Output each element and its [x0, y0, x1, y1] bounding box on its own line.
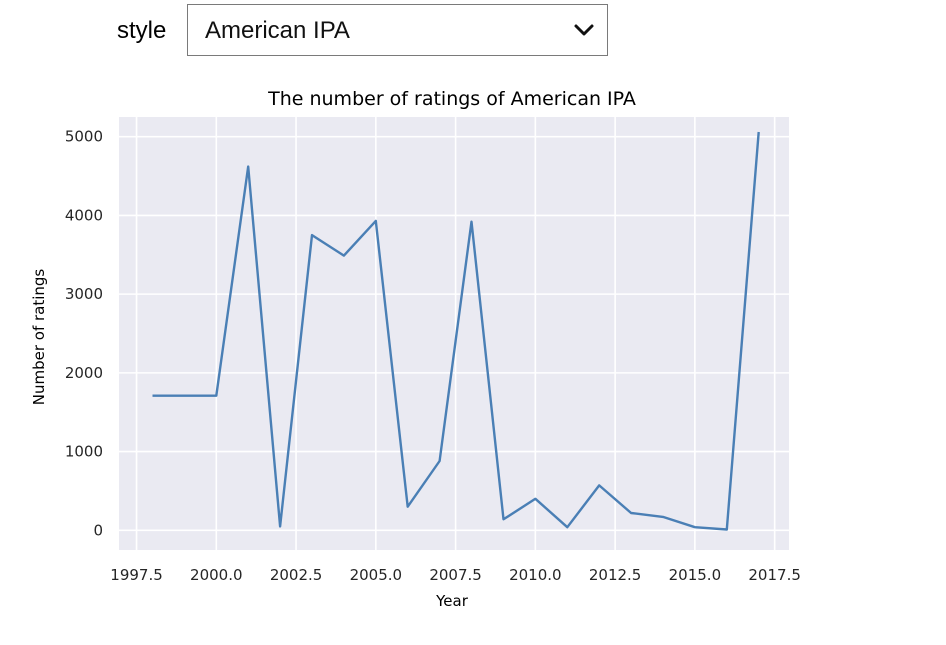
x-tick-label: 2017.5 [748, 566, 801, 584]
chevron-down-icon[interactable] [573, 21, 595, 39]
x-tick-label: 2012.5 [589, 566, 642, 584]
x-axis-ticks: 1997.5 2000.0 2002.5 2005.0 2007.5 2010.0 2012… [110, 566, 801, 584]
y-tick-label: 2000 [65, 364, 103, 382]
y-axis-ticks: 0 1000 2000 3000 4000 5000 [65, 128, 103, 540]
style-label: style [117, 4, 166, 58]
y-tick-label: 1000 [65, 443, 103, 461]
x-tick-label: 2002.5 [270, 566, 323, 584]
y-tick-label: 3000 [65, 285, 103, 303]
style-select-value: American IPA [205, 5, 350, 57]
x-axis-label: Year [435, 592, 469, 610]
x-tick-label: 1997.5 [110, 566, 163, 584]
y-tick-label: 4000 [65, 206, 103, 224]
line-chart: The number of ratings of American IPA 19… [0, 70, 946, 640]
style-select[interactable]: American IPA [187, 4, 608, 56]
x-tick-label: 2015.0 [669, 566, 722, 584]
x-tick-label: 2010.0 [509, 566, 562, 584]
chart-container: The number of ratings of American IPA 19… [0, 70, 946, 640]
x-tick-label: 2005.0 [350, 566, 403, 584]
x-tick-label: 2000.0 [190, 566, 243, 584]
plot-background [119, 117, 789, 550]
x-tick-label: 2007.5 [429, 566, 482, 584]
y-tick-label: 0 [93, 521, 103, 539]
y-axis-label: Number of ratings [30, 269, 48, 406]
style-dropdown-widget: style American IPA [0, 4, 620, 58]
y-tick-label: 5000 [65, 128, 103, 146]
chart-title: The number of ratings of American IPA [267, 88, 636, 110]
